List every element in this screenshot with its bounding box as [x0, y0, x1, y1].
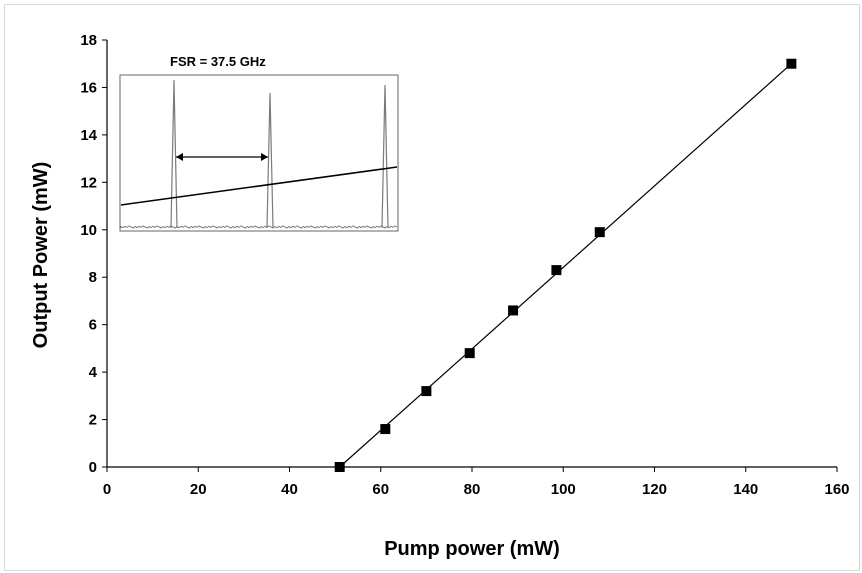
y-tick-label: 10	[80, 222, 97, 239]
y-tick-label: 12	[80, 174, 97, 191]
fit-line	[339, 63, 792, 468]
x-tick-label: 0	[103, 481, 111, 498]
data-point	[551, 265, 562, 276]
y-axis-title: Output Power (mW)	[30, 162, 52, 349]
data-point	[508, 305, 519, 316]
y-tick-label: 6	[89, 317, 97, 334]
y-tick-label: 0	[89, 459, 97, 476]
y-tick-label: 16	[80, 79, 97, 96]
inset-frame	[119, 74, 399, 232]
x-tick-label: 60	[372, 481, 389, 498]
x-axis-title: Pump power (mW)	[384, 538, 560, 560]
data-point	[334, 462, 345, 472]
inset-resonance-peak	[170, 79, 178, 229]
inset-ramp-line	[120, 166, 398, 206]
data-point	[786, 58, 797, 69]
inset-fsr-label: FSR = 37.5 GHz	[170, 54, 266, 69]
x-tick-label: 120	[642, 481, 667, 498]
y-tick-label: 4	[89, 364, 98, 381]
fit-line-group	[339, 63, 792, 468]
data-points	[334, 58, 797, 472]
inset-resonance-peak	[381, 84, 389, 229]
data-point	[421, 386, 432, 397]
x-tick-label: 80	[464, 481, 481, 498]
data-point	[594, 227, 605, 238]
inset-fsr-arrowhead-right	[261, 153, 268, 161]
x-tick-label: 100	[551, 481, 576, 498]
y-tick-label: 8	[89, 269, 97, 286]
axes	[102, 39, 838, 472]
x-tick-label: 160	[824, 481, 849, 498]
inset-noise-floor	[120, 225, 398, 229]
y-tick-label: 18	[80, 32, 97, 49]
y-tick-label: 14	[80, 127, 97, 144]
x-tick-label: 40	[281, 481, 298, 498]
inset-fsr-arrowhead-left	[176, 153, 183, 161]
y-tick-label: 2	[89, 412, 97, 429]
inset-resonance-peak	[266, 92, 274, 229]
inset-spectrum: FSR = 37.5 GHz	[119, 54, 399, 232]
data-point	[380, 424, 391, 435]
x-tick-label: 140	[733, 481, 758, 498]
tick-labels: 0 20 40 60 80 100 120 140 160 0 2 4 6 8 10 12 14 16 18	[80, 32, 849, 498]
x-tick-label: 20	[190, 481, 207, 498]
data-point	[464, 348, 475, 359]
